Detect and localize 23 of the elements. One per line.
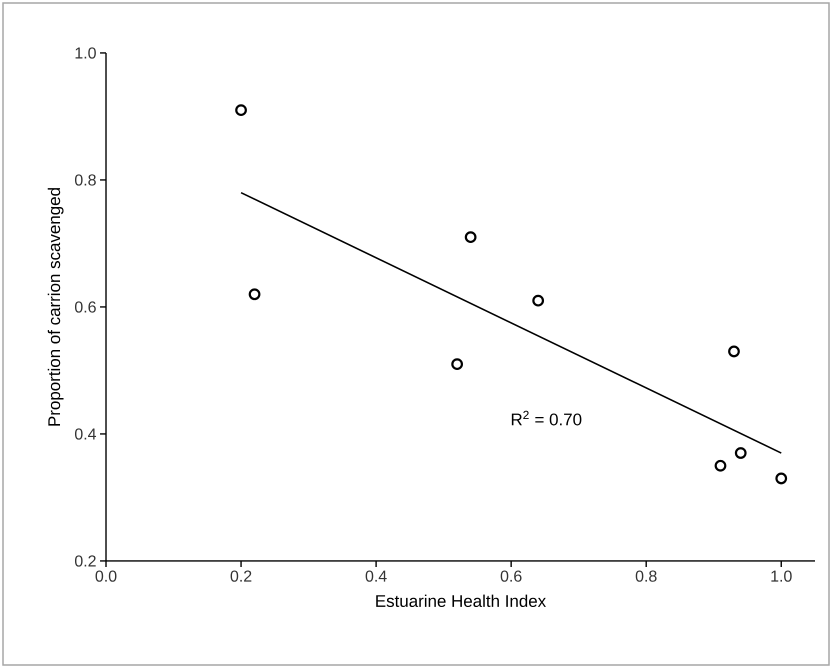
- x-tick-label: 0.0: [96, 570, 116, 582]
- x-tick-label: 0.6: [500, 570, 522, 582]
- point: [714, 460, 726, 472]
- annotation: R$^{2}$ = 0.70: [512, 410, 582, 426]
- point: [248, 288, 260, 300]
- y-tick-label: 0.2: [74, 555, 96, 567]
- x-tick-label: 1.0: [771, 570, 792, 582]
- y-tick-label: 0.4: [74, 428, 96, 440]
- point: [235, 104, 247, 116]
- y-tick-label: 1.0: [76, 47, 96, 59]
- point: [464, 231, 477, 244]
- point: [734, 447, 747, 459]
- y-tick-label: 0.8: [74, 174, 96, 186]
- point: [775, 472, 788, 484]
- x-axis-title: Estuarine Health Index: [376, 594, 546, 608]
- x-tick-label: 0.4: [366, 570, 387, 582]
- point: [728, 346, 740, 358]
- y-tick-label: 0.6: [74, 301, 96, 313]
- point: [532, 294, 544, 307]
- point: [451, 358, 464, 370]
- x-tick-label: 0.8: [636, 570, 657, 582]
- x-tick-label: 0.2: [230, 570, 252, 582]
- y-axis-title: Proportion of carrion scavenged: [48, 188, 64, 426]
